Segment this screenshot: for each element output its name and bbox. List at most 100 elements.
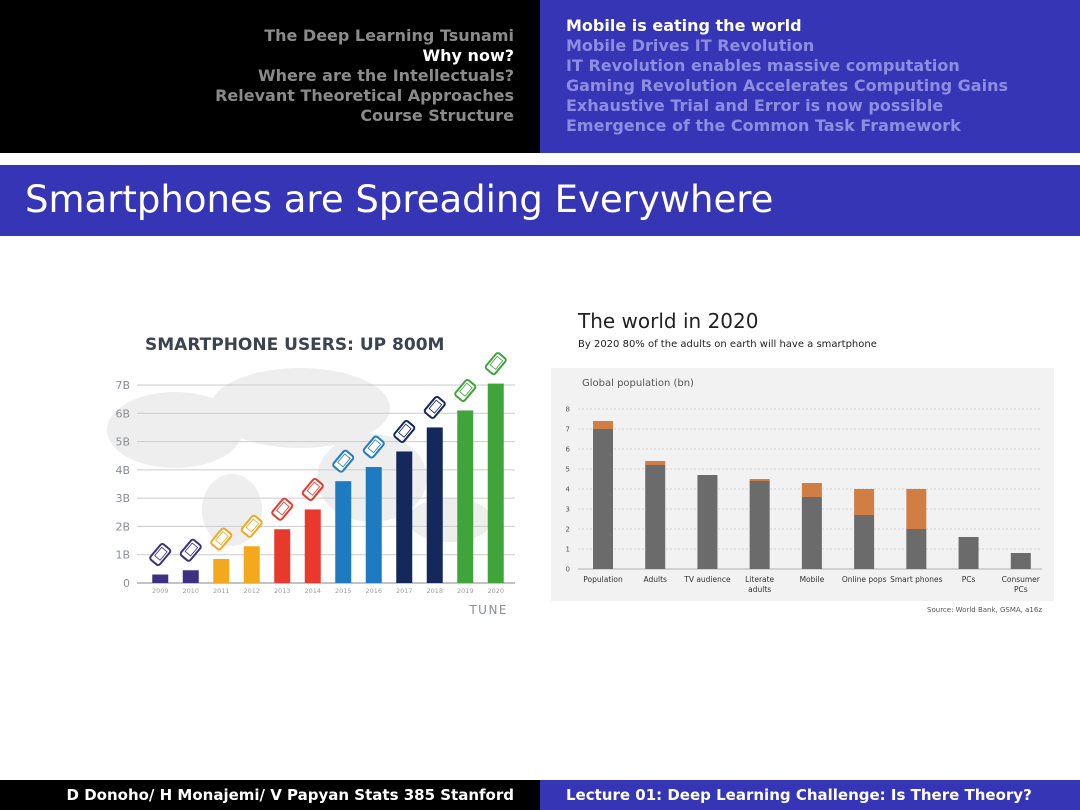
chart-title: SMARTPHONE USERS: UP 800M <box>145 335 444 355</box>
slide-header: The Deep Learning Tsunami Why now? Where… <box>0 0 1080 153</box>
nav-section-item[interactable]: Course Structure <box>360 106 514 125</box>
x-axis-tick-labels: 2009 2010 2011 2012 2013 2014 2015 2016 2017 2018… <box>152 587 504 595</box>
bar-segment <box>645 461 666 465</box>
chart-grid <box>137 384 515 584</box>
x-tick-label: Adults <box>643 575 667 584</box>
phone-icon <box>149 543 172 567</box>
footer-authors: D Donoho/ H Monajemi/ V Papyan Stats 385… <box>0 780 540 810</box>
bar <box>243 546 260 583</box>
x-tick-label: 2009 <box>152 587 169 595</box>
x-tick-label: 2019 <box>457 587 474 595</box>
bar <box>304 509 321 583</box>
nav-subsection-item[interactable]: Gaming Revolution Accelerates Computing … <box>566 76 1008 95</box>
footer-authors-text: D Donoho/ H Monajemi/ V Papyan Stats 385… <box>66 786 514 804</box>
y-tick-label: 3 <box>566 506 570 514</box>
x-tick-label: 2011 <box>213 587 230 595</box>
bar-segment <box>854 489 875 515</box>
x-tick-label: 2012 <box>243 587 260 595</box>
slide-title: Smartphones are Spreading Everywhere <box>25 178 774 221</box>
bar <box>213 558 230 583</box>
x-axis-tick-labels: Population Adults TV audience Literate adult… <box>583 575 1041 594</box>
x-tick-label: 2010 <box>182 587 199 595</box>
nav-subsection-item[interactable]: Mobile is eating the world <box>566 16 802 35</box>
y-tick-label: 0 <box>123 577 130 590</box>
phone-icon <box>271 497 294 521</box>
y-tick-label: 7B <box>115 379 130 392</box>
bar-segment <box>854 515 875 569</box>
tune-logo: TUNE <box>468 603 508 617</box>
chart-subtitle: By 2020 80% of the adults on earth will … <box>578 339 877 350</box>
bar-segment <box>1010 553 1031 569</box>
bar-segment <box>906 489 927 529</box>
bar <box>274 529 291 583</box>
footer-lecture-text: Lecture 01: Deep Learning Challenge: Is … <box>566 786 1032 804</box>
nav-subsection-item[interactable]: Mobile Drives IT Revolution <box>566 36 815 55</box>
x-tick-label: 2018 <box>426 587 443 595</box>
slide-title-bar: Smartphones are Spreading Everywhere <box>0 165 1080 236</box>
x-tick-label: 2015 <box>335 587 352 595</box>
phone-icons <box>149 352 507 567</box>
x-tick-label: Literate adults <box>745 575 774 594</box>
nav-section-item[interactable]: Relevant Theoretical Approaches <box>215 86 514 105</box>
chart-bars <box>152 383 504 583</box>
nav-section-item[interactable]: The Deep Learning Tsunami <box>264 26 514 45</box>
bar <box>365 467 382 583</box>
bar-segment <box>801 483 822 497</box>
y-tick-label: 4 <box>566 486 571 494</box>
subsection-navigation: Mobile is eating the world Mobile Drives… <box>540 0 1080 153</box>
bar-segment <box>958 537 979 569</box>
slide-footer: D Donoho/ H Monajemi/ V Papyan Stats 385… <box>0 780 1080 810</box>
bar <box>335 481 352 583</box>
phone-icon <box>332 449 355 473</box>
y-tick-label: 7 <box>566 426 570 434</box>
x-tick-label: Consumer PCs <box>1002 575 1041 594</box>
bar-segment <box>749 479 770 481</box>
source-note: Source: World Bank, GSMA, a16z <box>927 606 1042 614</box>
phone-icon <box>362 435 385 459</box>
x-tick-label: 2020 <box>487 587 504 595</box>
phone-icon <box>393 419 416 443</box>
y-tick-label: 1B <box>115 549 130 562</box>
y-tick-label: 2B <box>115 520 130 533</box>
bar-segment <box>906 529 927 569</box>
x-tick-label: 2016 <box>365 587 382 595</box>
y-axis-tick-labels: 0 1B 2B 3B 4B 5B 6B 7B <box>115 379 130 590</box>
y-tick-label: 1 <box>566 546 570 554</box>
x-tick-label: PCs <box>962 575 976 584</box>
phone-icon <box>423 395 446 419</box>
nav-subsection-item[interactable]: IT Revolution enables massive computatio… <box>566 56 960 75</box>
x-tick-label: Smart phones <box>890 575 943 584</box>
x-tick-label: 2013 <box>274 587 291 595</box>
bar <box>457 410 474 583</box>
y-tick-label: 6 <box>566 446 571 454</box>
bar-segment <box>697 475 718 569</box>
section-navigation: The Deep Learning Tsunami Why now? Where… <box>0 0 540 153</box>
phone-icon <box>484 352 507 376</box>
nav-section-item[interactable]: Where are the Intellectuals? <box>257 66 514 85</box>
y-tick-label: 4B <box>115 464 130 477</box>
bar <box>396 451 413 583</box>
x-tick-label: 2014 <box>304 587 321 595</box>
phone-icon <box>454 378 477 402</box>
bar-segment <box>593 429 613 569</box>
nav-section-item[interactable]: Why now? <box>422 46 514 65</box>
y-tick-label: 5 <box>566 466 570 474</box>
y-tick-label: 8 <box>566 406 570 414</box>
y-tick-label: 6B <box>115 407 130 420</box>
bar-segment <box>645 465 666 569</box>
nav-subsection-item[interactable]: Emergence of the Common Task Framework <box>566 116 961 135</box>
y-tick-label: 2 <box>566 526 570 534</box>
chart-bars <box>593 421 1031 569</box>
y-axis-tick-labels: 0 1 2 3 4 5 6 7 8 <box>566 406 571 574</box>
nav-subsection-item[interactable]: Exhaustive Trial and Error is now possib… <box>566 96 944 115</box>
bar <box>182 570 199 583</box>
x-tick-label: 2017 <box>396 587 413 595</box>
x-tick-label: Online pops <box>842 575 887 584</box>
chart-title: The world in 2020 <box>577 309 758 333</box>
bar-segment <box>749 481 770 569</box>
phone-icon <box>301 477 324 501</box>
panel-label: Global population (bn) <box>582 378 694 389</box>
phone-icon <box>240 514 263 538</box>
x-tick-label: TV audience <box>683 575 731 584</box>
bar <box>426 427 443 583</box>
